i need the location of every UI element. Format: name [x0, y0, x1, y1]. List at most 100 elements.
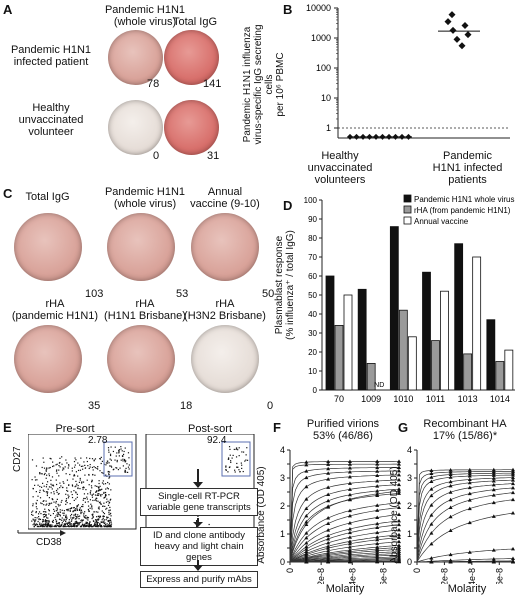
flow-event [34, 521, 35, 522]
flow-event [95, 521, 96, 522]
binding-curve [417, 513, 513, 562]
curve-xtick-label: 2e-8 [316, 568, 326, 584]
flow-event [104, 526, 105, 527]
flow-event [34, 524, 35, 525]
flow-event [103, 503, 104, 504]
flow-event [74, 457, 75, 458]
flow-event [99, 480, 100, 481]
flow-event [123, 465, 124, 466]
flow-event [127, 472, 128, 473]
flow-event [41, 525, 42, 526]
flow-event [33, 503, 34, 504]
panel-d-bar [335, 325, 343, 390]
flow-event [94, 475, 95, 476]
flow-event [92, 526, 93, 527]
panel-d-ylabel: Plasmablast response (% influenza⁺ / tot… [274, 210, 298, 360]
flow-event [75, 510, 76, 511]
flow-event [94, 511, 95, 512]
flow-event [98, 525, 99, 526]
flow-event [48, 473, 49, 474]
flow-event [47, 492, 48, 493]
flow-event [80, 507, 81, 508]
flow-event [97, 512, 98, 513]
flow-event [247, 460, 248, 461]
flow-event [50, 467, 51, 468]
panel-b-point [450, 27, 457, 34]
flow-event [230, 460, 231, 461]
curve-xtick-label: 4e-8 [467, 568, 477, 584]
flow-event [34, 485, 35, 486]
flow-event [234, 470, 235, 471]
flow-event [40, 519, 41, 520]
flow-event [239, 447, 240, 448]
flow-event [73, 515, 74, 516]
flow-event [91, 508, 92, 509]
flow-event [49, 526, 50, 527]
flow-event [56, 484, 57, 485]
flow-event [108, 473, 109, 474]
flow-event [246, 454, 247, 455]
flow-event [39, 473, 40, 474]
flow-event [100, 489, 101, 490]
flow-event [103, 518, 104, 519]
flow-event [101, 457, 102, 458]
flow-event [99, 508, 100, 509]
flow-event [37, 485, 38, 486]
flow-event [85, 489, 86, 490]
panel-b-point [445, 18, 452, 25]
flow-event [78, 470, 79, 471]
panel-d-bar [496, 362, 504, 391]
flow-event [47, 524, 48, 525]
flow-event [228, 457, 229, 458]
flow-event [83, 500, 84, 501]
flow-event [68, 467, 69, 468]
flow-event [57, 512, 58, 513]
flow-event [77, 523, 78, 524]
panel-b-point [449, 11, 456, 18]
panel-d-legend-label: Pandemic H1N1 whole virus [414, 195, 515, 204]
flow-event [55, 506, 56, 507]
flow-event [92, 467, 93, 468]
panel-d-bar [487, 320, 495, 390]
flow-event [43, 516, 44, 517]
curve-marker [304, 485, 308, 489]
flow-event [58, 465, 59, 466]
panel-d-category-label: 1009 [361, 394, 381, 404]
curve-xtick-label: 2e-8 [439, 568, 449, 584]
flow-event [105, 494, 106, 495]
flow-event [111, 523, 112, 524]
flow-event [125, 470, 126, 471]
count-a4: 31 [207, 150, 219, 162]
flow-event [128, 467, 129, 468]
flow-event [83, 487, 84, 488]
flow-event [113, 469, 114, 470]
panel-d-category-label: 1010 [393, 394, 413, 404]
flow-event [54, 517, 55, 518]
flow-event [74, 523, 75, 524]
flow-event [50, 526, 51, 527]
flow-event [49, 475, 50, 476]
flow-event [91, 487, 92, 488]
flow-event [69, 474, 70, 475]
flow-event [120, 446, 121, 447]
flow-event [104, 519, 105, 520]
flow-event [109, 514, 110, 515]
flow-event [58, 494, 59, 495]
panel-d-bar [408, 337, 416, 390]
flow-event [44, 526, 45, 527]
count-a2: 141 [203, 78, 221, 90]
flow-event [122, 450, 123, 451]
flow-event [61, 525, 62, 526]
flow-event [124, 460, 125, 461]
count-a3: 0 [153, 150, 159, 162]
flow-event [43, 524, 44, 525]
flow-event [44, 514, 45, 515]
panel-d-bar [358, 289, 366, 390]
flow-event [108, 449, 109, 450]
flow-event [82, 504, 83, 505]
flow-event [92, 514, 93, 515]
flow-event [93, 521, 94, 522]
flow-event [81, 482, 82, 483]
flow-event [106, 462, 107, 463]
flow-event [124, 459, 125, 460]
